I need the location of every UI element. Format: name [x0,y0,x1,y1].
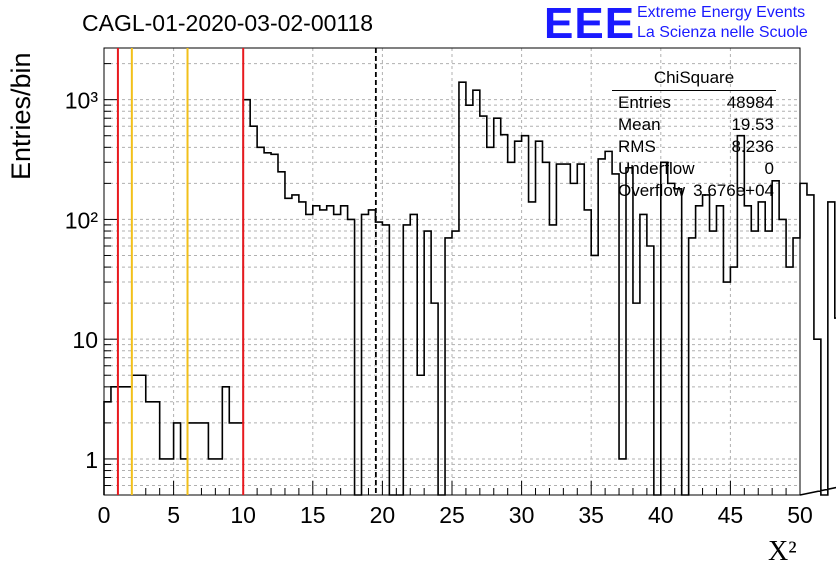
x-tick-label: 15 [300,502,326,528]
x-tick-label: 45 [718,502,744,528]
stats-divider [612,90,776,91]
histogram-series [103,81,836,496]
stats-title: ChiSquare [653,68,735,87]
eee-logo: EEE [544,0,636,48]
x-tick-label: 35 [578,502,604,528]
x-axis-label: X² [768,536,797,567]
x-tick-label: 0 [98,502,111,528]
chart-title: CAGL-01-2020-03-02-00118 [82,10,374,36]
stats-row-overflow: Overflow 3.676e+04 [618,181,774,200]
x-tick-label: 30 [509,502,535,528]
x-tick-label: 25 [439,502,465,528]
x-tick-label: 20 [370,502,396,528]
x-tick-label: 40 [648,502,674,528]
logo-line-2: La Scienza nelle Scuole [637,24,808,41]
y-tick-label: 10 [72,327,98,353]
stats-row-mean: Mean 19.53 [618,115,774,134]
y-axis-label: Entries/bin [6,52,36,180]
x-tick-label: 50 [787,502,813,528]
y-tick-label: 1 [85,447,98,473]
y-tick-label: 10² [65,207,99,233]
x-tick-label: 10 [230,502,256,528]
logo-line-1: Extreme Energy Events [637,4,806,21]
x-tick-label: 5 [167,502,180,528]
y-tick-label: 10³ [65,88,99,114]
stats-row-entries: Entries 48984 [618,93,774,112]
stats-box: ChiSquare Entries 48984 Mean 19.53 RMS 8.23… [612,66,776,208]
stats-row-underflow: Underflow 0 [618,159,774,178]
stats-row-rms: RMS 8.236 [618,137,774,156]
